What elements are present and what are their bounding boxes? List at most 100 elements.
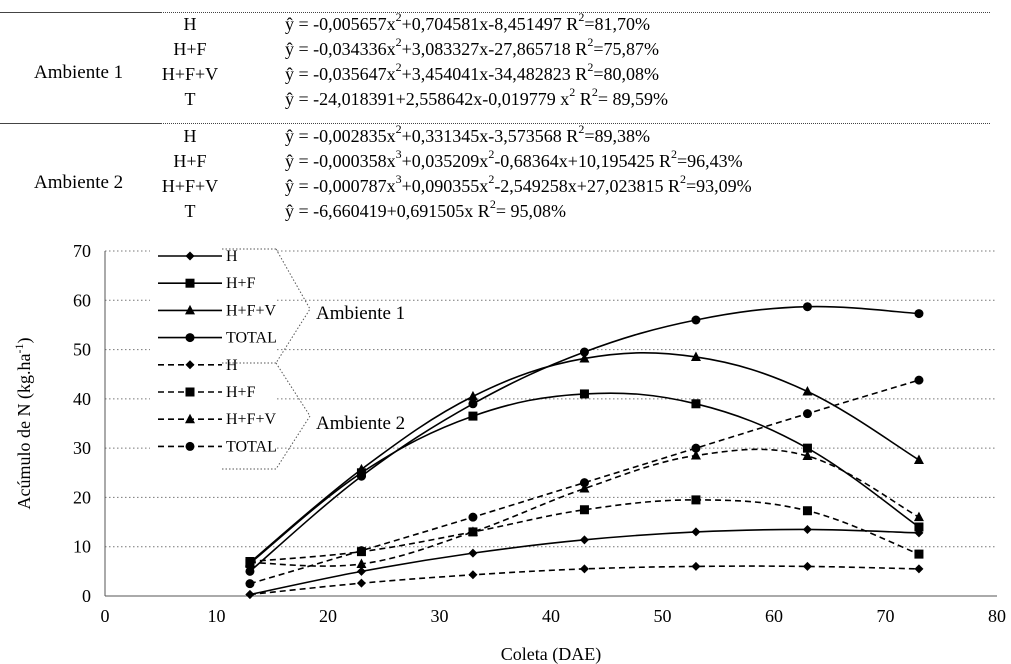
x-tick-label: 10 [208,606,226,626]
equation-code: H+F [173,39,207,59]
point-circle [185,441,195,451]
table-top-rule-dotted [160,12,990,13]
equation-text: ŷ = -0,002835x2+0,331345x-3,573568 R2=89… [285,122,650,146]
ambiente-1-label: Ambiente 1 [34,62,124,83]
point-triangle [579,483,590,493]
x-axis-label: Coleta (DAE) [501,644,601,664]
legend-label: H+F+V [226,411,277,428]
equation-code: H+F [173,151,207,171]
x-tick-label: 50 [654,606,672,626]
point-triangle [913,511,924,522]
series-h-f-v-amb1 [244,351,924,567]
point-circle [691,443,701,453]
legend-entry: H [158,248,238,265]
point-circle [245,566,255,576]
point-circle [914,309,924,319]
series-layer [244,302,924,600]
point-triangle [185,304,195,315]
point-diamond [914,564,924,574]
point-diamond [245,590,255,600]
point-square [579,389,589,399]
y-tick-label: 10 [73,537,91,557]
point-diamond [691,527,701,537]
legend: H H+F H+F+V TOTAL H H+F H+F+V TOTAL Ambiente 1 Am… [150,247,405,470]
x-tick-label: 70 [877,606,895,626]
point-diamond [468,570,478,580]
legend-entry: H+F [158,384,256,401]
equation-text: ŷ = -0,000787x3+0,090355x2-2,549258x+27,… [285,172,752,196]
equation-text: ŷ = -0,000358x3+0,035209x2-0,68364x+10,1… [285,147,743,171]
legend-label: H [226,248,238,265]
point-square [691,495,701,505]
point-diamond [185,251,195,261]
point-square [691,399,701,409]
point-triangle [467,526,478,536]
equation-text: ŷ = -0,005657x2+0,704581x-8,451497 R2=81… [285,10,650,34]
point-circle [579,347,589,357]
point-triangle [356,558,367,568]
series-h-amb1 [245,524,924,600]
series-line [249,351,920,564]
y-tick-label: 60 [73,290,91,310]
point-circle [245,579,255,589]
series-h-amb2 [245,561,924,600]
legend-label: H+F [226,384,256,401]
legend-entry: H+F [158,275,256,292]
point-triangle [579,352,590,363]
x-tick-label: 40 [542,606,560,626]
point-diamond [185,360,195,370]
equation-text: ŷ = -0,035647x2+3,454041x-34,482823 R2=8… [285,60,659,84]
y-tick-label: 0 [82,586,91,606]
legend-label: TOTAL [226,330,277,347]
point-triangle [690,450,701,460]
point-square [579,505,589,515]
point-circle [468,399,478,409]
point-square [914,549,924,559]
point-square [185,278,195,288]
series-total-amb2 [245,375,924,589]
equation-code: H+F+V [161,176,219,196]
y-tick-label: 20 [73,487,91,507]
legend-entry: H+F+V [158,411,277,428]
y-tick-label: 50 [73,340,91,360]
point-circle [356,471,366,481]
point-triangle [802,385,813,396]
point-square [468,411,478,421]
point-circle [468,512,478,522]
equation-code: H [183,14,197,34]
point-diamond [579,564,589,574]
point-triangle [913,454,924,464]
point-circle [802,409,812,419]
equation-text: ŷ = -6,660419+0,691505x R2= 95,08% [285,197,566,221]
legend-entry: H+F+V [158,302,277,319]
point-triangle [185,413,195,424]
legend-bracket-1 [275,248,311,364]
point-diamond [579,535,589,545]
nitrogen-accumulation-chart: 0 10 20 30 40 50 60 70 0 10 20 30 40 50 60 70 80 H H+F H+F… [12,241,1006,664]
y-tick-label: 30 [73,438,91,458]
x-tick-label: 20 [319,606,337,626]
point-triangle [467,390,478,401]
series-total-amb1 [245,302,924,576]
point-triangle [802,450,813,461]
point-diamond [691,561,701,571]
point-square [914,522,924,532]
ambiente-2-label: Ambiente 2 [34,172,124,193]
legend-label: H+F [226,275,256,292]
legend-label: H+F+V [226,302,277,319]
point-triangle [356,463,367,474]
point-circle [356,546,366,556]
y-tick-label: 70 [73,241,91,261]
legend-box [150,247,276,470]
point-circle [914,375,924,385]
x-tick-label: 0 [101,606,110,626]
equation-text: ŷ = -0,034336x2+3,083327x-27,865718 R2=7… [285,35,659,59]
equation-code: H+F+V [161,64,219,84]
point-triangle [690,351,701,361]
point-square [802,506,812,516]
equation-text: ŷ = -24,018391+2,558642x-0,019779 x2 R2=… [285,85,668,109]
legend-entry: TOTAL [158,438,277,455]
point-circle [802,302,812,312]
y-axis-label: Acúmulo de N (kg.ha-1) [12,338,35,510]
